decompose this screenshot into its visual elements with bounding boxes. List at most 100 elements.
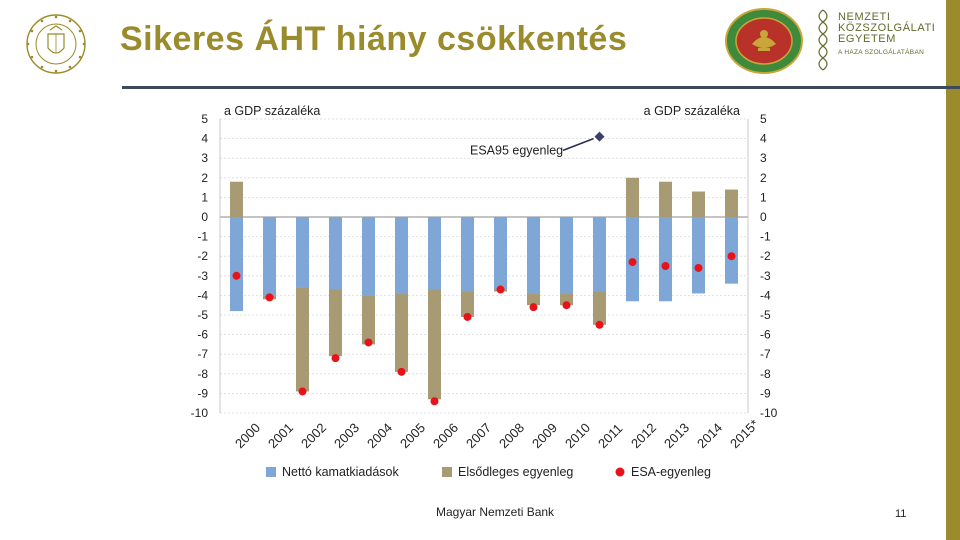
y-tick-label-right: -5 — [760, 308, 771, 322]
point-esa-egyenleg — [661, 262, 670, 270]
y-tick-label-left: -3 — [197, 269, 208, 283]
bar-netto-kamatkiadasok — [659, 217, 672, 302]
university-name-line1: NEMZETI — [838, 11, 891, 23]
x-tick-label: 2013 — [661, 420, 692, 451]
point-esa-egyenleg — [529, 303, 538, 312]
y-tick-label-left: -5 — [197, 308, 208, 322]
x-axis-ticks: 2000 2001 2002 2003 2004 2005 2006 2007 2008 2009… — [232, 416, 762, 451]
y-tick-label-right: -8 — [760, 367, 771, 381]
bar-elsodleges-egyenleg — [230, 181, 243, 217]
point-esa-egyenleg — [298, 387, 307, 396]
y-tick-label-left: 0 — [201, 210, 208, 224]
header-divider — [122, 86, 960, 89]
bar-netto-kamatkiadasok — [395, 217, 408, 294]
x-tick-label: 2012 — [628, 420, 659, 451]
x-tick-label: 2004 — [364, 420, 395, 451]
legend-swatch — [442, 467, 452, 477]
y-axis-right-label: a GDP százaléka — [644, 104, 740, 118]
point-esa-egyenleg — [595, 320, 604, 329]
bar-netto-kamatkiadasok — [692, 217, 705, 294]
y-tick-label-right: -4 — [760, 288, 771, 302]
y-tick-label-right: -9 — [760, 386, 771, 400]
point-esa-egyenleg — [496, 285, 505, 294]
bar-netto-kamatkiadasok — [560, 217, 573, 294]
y-tick-label-right: -6 — [760, 328, 771, 342]
bar-elsodleges-egyenleg — [428, 289, 441, 400]
right-accent-bar — [946, 0, 960, 540]
annotation-marker — [594, 131, 605, 142]
y-axis-left-label: a GDP százaléka — [224, 104, 320, 118]
x-tick-label: 2006 — [430, 420, 461, 451]
y-tick-label-left: 2 — [201, 171, 208, 185]
x-tick-label: 2009 — [529, 420, 560, 451]
bar-elsodleges-egyenleg — [560, 293, 573, 306]
y-tick-label-right: 3 — [760, 151, 767, 165]
point-esa-egyenleg — [694, 263, 703, 272]
point-esa-egyenleg — [232, 271, 241, 280]
y-tick-label-left: -7 — [197, 347, 208, 361]
y-tick-label-right: -3 — [760, 269, 771, 283]
legend-label: ESA-egyenleg — [631, 465, 711, 479]
y-tick-label-right: 0 — [760, 210, 767, 224]
chart-points — [232, 252, 736, 406]
bar-elsodleges-egyenleg — [395, 293, 408, 372]
bar-netto-kamatkiadasok — [362, 217, 375, 296]
bar-elsodleges-egyenleg — [659, 181, 672, 217]
point-esa-egyenleg — [364, 338, 373, 347]
point-esa-egyenleg — [628, 258, 637, 267]
y-axis-left: 5 4 3 2 1 0 -1 -2 -3 -4 -5 -6 -7 -8 -9 -10 — [191, 112, 209, 420]
y-tick-label-right: 5 — [760, 112, 767, 126]
x-tick-label: 2008 — [496, 420, 527, 451]
x-tick-label: 2002 — [298, 420, 329, 451]
university-name-line3: EGYETEM — [838, 33, 896, 45]
chart-bars — [230, 177, 738, 400]
x-tick-label: 2007 — [463, 420, 494, 451]
bar-elsodleges-egyenleg — [593, 291, 606, 325]
legend-label: Nettó kamatkiadások — [282, 465, 399, 479]
y-tick-label-right: 2 — [760, 171, 767, 185]
x-tick-label: 2000 — [232, 420, 263, 451]
point-esa-egyenleg — [265, 293, 274, 302]
point-esa-egyenleg — [430, 397, 439, 406]
bar-elsodleges-egyenleg — [527, 293, 540, 306]
university-seal-icon — [722, 6, 806, 81]
page-number: 11 — [895, 508, 907, 520]
bar-elsodleges-egyenleg — [362, 295, 375, 345]
y-tick-label-left: -8 — [197, 367, 208, 381]
y-tick-label-right: -2 — [760, 249, 771, 263]
bar-elsodleges-egyenleg — [725, 189, 738, 217]
bar-netto-kamatkiadasok — [725, 217, 738, 284]
deficit-chart: 5 4 3 2 1 0 -1 -2 -3 -4 -5 -6 -7 -8 -9 -10 5 4 3 2 1 0 -1 -2 -3… — [191, 104, 778, 479]
bar-elsodleges-egyenleg — [329, 289, 342, 357]
y-tick-label-left: -6 — [197, 328, 208, 342]
x-tick-label: 2015* — [727, 416, 762, 451]
annotation-arrow — [562, 137, 594, 152]
y-tick-label-left: 5 — [201, 112, 208, 126]
x-tick-label: 2005 — [397, 420, 428, 451]
x-tick-label: 2010 — [562, 420, 593, 451]
bar-netto-kamatkiadasok — [263, 217, 276, 296]
y-tick-label-right: 1 — [760, 190, 767, 204]
university-name: NEMZETI KÖZSZOLGÁLATI EGYETEM A HAZA SZO… — [838, 12, 935, 58]
y-tick-label-left: -2 — [197, 249, 208, 263]
university-tagline: A HAZA SZOLGÁLATÁBAN — [838, 49, 925, 56]
point-esa-egyenleg — [727, 252, 736, 261]
point-esa-egyenleg — [562, 301, 571, 310]
coat-of-arms-seal-icon — [14, 12, 98, 81]
university-name-line2: KÖZSZOLGÁLATI — [838, 22, 936, 34]
y-tick-label-right: -7 — [760, 347, 771, 361]
point-esa-egyenleg — [397, 367, 406, 376]
legend-swatch — [266, 467, 276, 477]
y-axis-right: 5 4 3 2 1 0 -1 -2 -3 -4 -5 -6 -7 -8 -9 -10 — [760, 112, 778, 420]
bar-netto-kamatkiadasok — [296, 217, 309, 288]
y-tick-label-left: 1 — [201, 190, 208, 204]
footer-source: Magyar Nemzeti Bank — [436, 505, 555, 519]
bar-netto-kamatkiadasok — [329, 217, 342, 290]
point-esa-egyenleg — [331, 354, 340, 363]
bar-elsodleges-egyenleg — [461, 291, 474, 317]
bar-elsodleges-egyenleg — [692, 191, 705, 217]
point-esa-egyenleg — [463, 312, 472, 321]
chart-legend: Nettó kamatkiadások Elsődleges egyenleg ES… — [266, 465, 711, 479]
university-emblem-icon — [812, 6, 834, 81]
bar-elsodleges-egyenleg — [296, 287, 309, 392]
